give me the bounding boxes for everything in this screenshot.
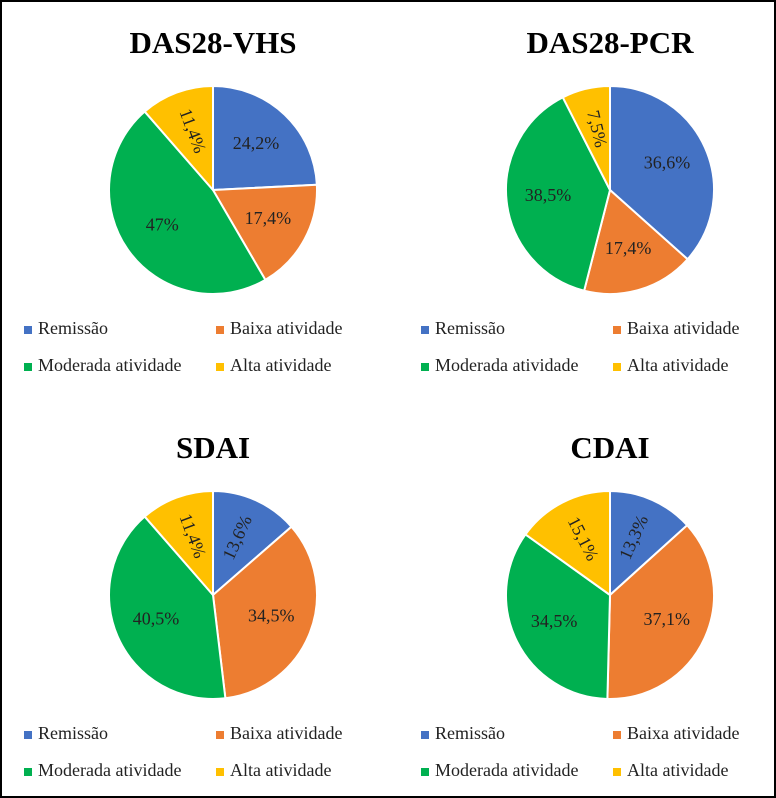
chart-title: CDAI [570,430,649,465]
legend-marker [613,731,621,739]
legend-label: Remissão [38,723,108,743]
pie-slice [108,110,267,295]
pie-slice [211,183,318,282]
legend-label: Baixa atividade [230,723,342,743]
legend-label: Moderada atividade [38,760,181,780]
pie-slice [211,525,318,700]
legend-marker [421,768,429,776]
legend-marker [216,363,224,371]
legend-marker [24,768,32,776]
legend-marker [421,326,429,334]
data-label: 34,5% [531,611,578,631]
legend-label: Moderada atividade [38,355,181,375]
data-label: 47% [146,214,179,234]
pie-slice [143,84,214,193]
pie-slice [609,84,715,261]
pie-slice [212,489,293,598]
legend-marker [24,363,32,371]
pie-slice [505,95,612,292]
legend-label: Alta atividade [230,355,331,375]
pie-slice [606,523,715,700]
pie-slice [582,188,689,295]
data-label: 24,2% [233,133,280,153]
data-label: 34,5% [248,606,295,626]
pie-slice [108,515,227,700]
data-label: 17,4% [605,238,652,258]
pie-slice [143,489,214,598]
legend-label: Alta atividade [230,760,331,780]
legend-marker [613,363,621,371]
chart-title: SDAI [176,430,250,465]
pie-slice [524,489,611,597]
pie-slice [561,84,611,191]
legend-label: Moderada atividade [435,355,578,375]
pie-slice [609,489,689,598]
legend-marker [613,326,621,334]
legend-marker [24,326,32,334]
chart-title: DAS28-PCR [526,25,694,60]
legend-label: Baixa atividade [627,723,739,743]
legend-label: Alta atividade [627,760,728,780]
legend-label: Baixa atividade [230,318,342,338]
legend-marker [24,731,32,739]
data-label: 36,6% [644,153,691,173]
legend-marker [421,363,429,371]
chart-title: DAS28-VHS [129,25,296,60]
legend-label: Alta atividade [627,355,728,375]
legend-marker [216,326,224,334]
pie-slice [212,84,318,192]
data-label: 37,1% [643,609,690,629]
legend-marker [421,731,429,739]
legend-label: Remissão [435,723,505,743]
legend-label: Remissão [38,318,108,338]
legend-label: Remissão [435,318,505,338]
data-label: 38,5% [525,185,572,205]
legend-marker [216,768,224,776]
legend-label: Moderada atividade [435,760,578,780]
pie-slice [505,533,612,700]
legend-marker [613,768,621,776]
legend-label: Baixa atividade [627,318,739,338]
data-label: 17,4% [245,208,292,228]
data-label: 40,5% [133,608,180,628]
legend-marker [216,731,224,739]
